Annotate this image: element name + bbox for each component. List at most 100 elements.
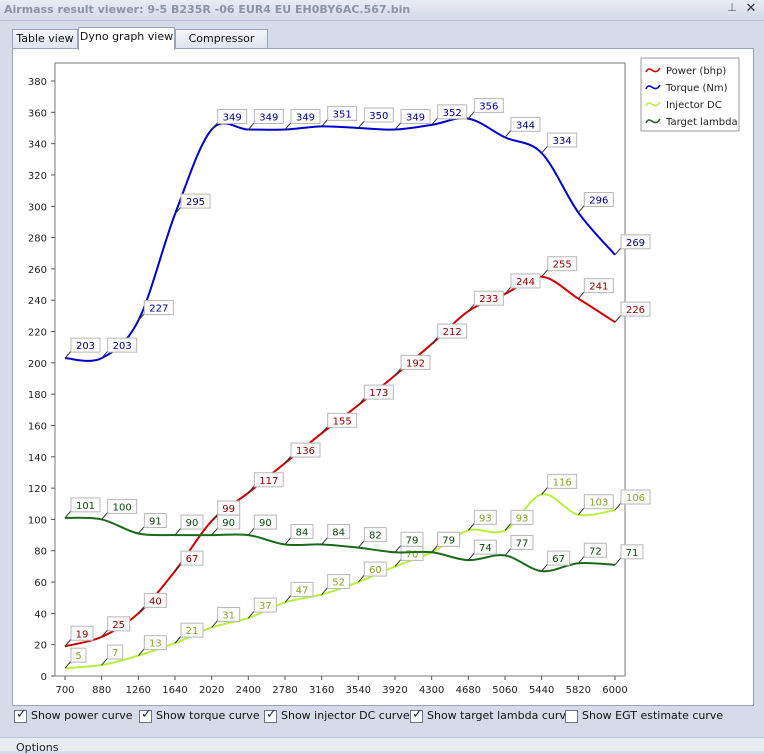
injector-dc-data-label-box (290, 581, 314, 597)
injector-dc-data-label-box (107, 644, 124, 660)
power-bhp-data-label: 25 (112, 620, 125, 631)
injector-dc-leader (284, 595, 292, 603)
power-bhp-data-label: 255 (553, 260, 572, 271)
target-lambda-data-label-box (437, 531, 461, 547)
target-lambda-data-label: 84 (332, 527, 345, 538)
torque-nm-data-label: 227 (149, 304, 168, 315)
check-icon: ✓ (412, 707, 423, 722)
torque-nm-data-label: 203 (113, 341, 132, 352)
torque-nm-data-label: 203 (76, 341, 95, 352)
torque-nm-data-label-box (547, 132, 578, 148)
injector-dc-data-label: 31 (222, 610, 235, 621)
y-tick-label: 160 (28, 421, 47, 432)
torque-nm-data-label-box (620, 234, 651, 250)
injector-dc-data-label: 103 (589, 498, 608, 509)
torque-nm-leader (577, 205, 585, 213)
torque-nm-data-label: 356 (479, 102, 498, 113)
torque-nm-leader (64, 350, 72, 359)
plot-area (54, 62, 626, 677)
torque-nm-data-label: 334 (553, 136, 572, 147)
target-lambda-data-label: 67 (552, 554, 565, 565)
tab-dyno-graph-view[interactable]: Dyno graph view (78, 27, 175, 50)
target-lambda-data-label: 77 (516, 538, 529, 549)
checkbox-label: Show power curve (31, 709, 133, 722)
power-bhp-leader (541, 269, 549, 278)
target-lambda-data-label-box (583, 542, 607, 558)
injector-dc-data-label-box (180, 622, 204, 638)
target-lambda-leader (504, 548, 512, 556)
y-tick-label: 80 (34, 547, 47, 558)
torque-nm-data-label-box (400, 109, 431, 125)
checkbox-box (565, 710, 578, 723)
x-tick-label: 4300 (419, 685, 444, 696)
power-bhp-data-label-box (620, 301, 651, 317)
injector-dc-data-label: 47 (296, 585, 309, 596)
power-bhp-data-label-box (583, 278, 614, 294)
target-lambda-data-label: 90 (222, 518, 235, 529)
injector-dc-data-label-box (143, 635, 167, 651)
y-tick-label: 40 (34, 609, 47, 620)
x-tick-label: 4680 (456, 685, 481, 696)
torque-nm-data-label-box (180, 193, 211, 209)
torque-nm-data-label-box (363, 107, 394, 123)
target-lambda-data-label: 90 (186, 518, 199, 529)
checkbox-box: ✓ (264, 708, 277, 723)
injector-dc-leader (504, 523, 512, 531)
x-tick-label: 1260 (126, 685, 151, 696)
injector-dc-leader (394, 559, 402, 567)
y-tick-label: 220 (28, 328, 47, 339)
injector-dc-data-label: 5 (75, 651, 81, 662)
injector-dc-leader (137, 648, 145, 656)
power-bhp-data-label: 155 (333, 416, 352, 427)
torque-nm-data-label: 269 (626, 238, 645, 249)
injector-dc-leader (321, 587, 329, 595)
injector-dc-data-label: 93 (479, 513, 492, 524)
x-tick-label: 880 (92, 685, 111, 696)
torque-nm-series-line (64, 117, 616, 362)
torque-nm-leader (321, 119, 329, 127)
injector-dc-data-label: 37 (259, 601, 272, 612)
window-title: Airmass result viewer: 9-5 B235R -06 EUR… (4, 3, 411, 16)
tab-table-view[interactable]: Table view (12, 29, 78, 49)
power-bhp-data-label-box (290, 442, 321, 458)
injector-dc-leader (467, 523, 475, 531)
check-icon: ✓ (16, 707, 27, 722)
injector-dc-data-label: 93 (516, 513, 529, 524)
torque-nm-leader (541, 145, 549, 154)
torque-nm-data-label: 352 (443, 108, 462, 119)
injector-dc-data-label-box (547, 473, 578, 489)
target-lambda-leader (614, 557, 622, 566)
power-bhp-data-label-box (473, 290, 504, 306)
torque-nm-leader (394, 122, 402, 130)
options-bar[interactable]: Options (0, 737, 764, 754)
y-tick-label: 0 (41, 672, 47, 683)
power-bhp-data-label-box (400, 354, 431, 370)
injector-dc-leader (174, 635, 182, 644)
tab-compressor-map[interactable]: Compressor map (175, 29, 268, 63)
power-bhp-data-label: 192 (406, 358, 425, 369)
target-lambda-data-label: 74 (479, 543, 492, 554)
torque-nm-data-label: 349 (259, 113, 278, 124)
checkbox-box: ✓ (410, 707, 423, 723)
torque-nm-data-label: 349 (223, 113, 242, 124)
checkbox-box: ✓ (14, 707, 27, 723)
target-lambda-leader (137, 526, 145, 534)
y-tick-label: 320 (28, 171, 47, 182)
power-bhp-data-label-box (253, 472, 284, 488)
torque-nm-data-label-box (583, 192, 614, 208)
injector-dc-leader (211, 620, 219, 628)
y-tick-label: 180 (28, 390, 47, 401)
torque-nm-data-label: 349 (296, 113, 315, 124)
y-tick-label: 280 (28, 234, 47, 245)
pin-icon[interactable]: ⊥ (727, 1, 737, 14)
y-tick-label: 120 (28, 484, 47, 495)
power-bhp-data-label-box (437, 323, 468, 339)
injector-dc-leader (541, 487, 549, 495)
injector-dc-data-label: 13 (149, 639, 162, 650)
y-tick-label: 260 (28, 265, 47, 276)
power-bhp-data-label: 244 (516, 277, 535, 288)
y-tick-label: 20 (34, 641, 47, 652)
power-bhp-data-label: 212 (443, 327, 462, 338)
y-tick-label: 360 (28, 108, 47, 119)
close-icon[interactable]: ✕ (745, 1, 757, 16)
